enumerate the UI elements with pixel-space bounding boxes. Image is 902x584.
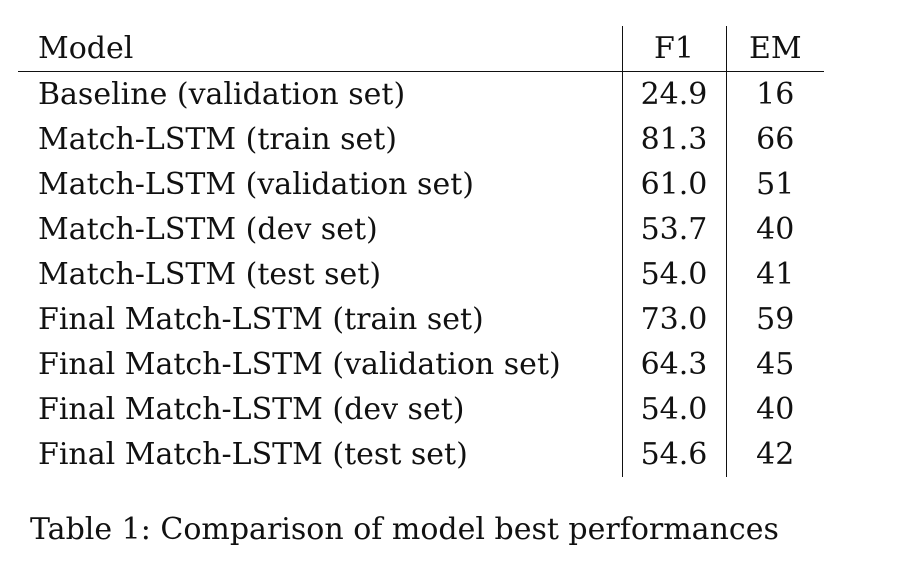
row-f1: 54.6: [621, 432, 726, 477]
row-em: 40: [725, 207, 824, 252]
table-header: Model F1 EM: [18, 26, 824, 72]
row-model: Match-LSTM (validation set): [38, 167, 474, 202]
row-model: Match-LSTM (test set): [38, 257, 382, 292]
row-em: 40: [725, 387, 824, 432]
table-row: Final Match-LSTM (test set) 54.6 42: [18, 432, 824, 477]
table-body: Baseline (validation set) 24.9 16 Match-…: [18, 71, 824, 477]
header-row: Model F1 EM: [18, 26, 824, 72]
table-row: Match-LSTM (dev set) 53.7 40: [18, 207, 824, 252]
row-em: 41: [725, 252, 824, 297]
row-model: Final Match-LSTM (test set): [38, 437, 468, 472]
table-row: Final Match-LSTM (train set) 73.0 59: [18, 297, 824, 342]
header-f1: F1: [621, 26, 726, 72]
row-em: 45: [725, 342, 824, 387]
row-model: Match-LSTM (train set): [38, 122, 398, 157]
table-row: Baseline (validation set) 24.9 16: [18, 71, 824, 117]
row-f1: 54.0: [621, 252, 726, 297]
row-f1: 61.0: [621, 162, 726, 207]
row-em: 42: [725, 432, 824, 477]
row-f1: 81.3: [621, 117, 726, 162]
row-model: Final Match-LSTM (dev set): [38, 392, 465, 427]
table-row: Match-LSTM (train set) 81.3 66: [18, 117, 824, 162]
row-em: 59: [725, 297, 824, 342]
row-model: Final Match-LSTM (train set): [38, 302, 484, 337]
row-f1: 53.7: [621, 207, 726, 252]
results-table: Model F1 EM Baseline (validation set) 24…: [18, 26, 824, 477]
table-row: Final Match-LSTM (dev set) 54.0 40: [18, 387, 824, 432]
row-model: Final Match-LSTM (validation set): [38, 347, 561, 382]
row-f1: 73.0: [621, 297, 726, 342]
table-row: Match-LSTM (validation set) 61.0 51: [18, 162, 824, 207]
row-em: 66: [725, 117, 824, 162]
header-model: Model: [18, 26, 622, 72]
row-f1: 54.0: [621, 387, 726, 432]
table-caption: Table 1: Comparison of model best perfor…: [30, 512, 779, 547]
header-em: EM: [725, 26, 824, 72]
table-row: Final Match-LSTM (validation set) 64.3 4…: [18, 342, 824, 387]
table-row: Match-LSTM (test set) 54.0 41: [18, 252, 824, 297]
row-em: 51: [725, 162, 824, 207]
results-table-container: Model F1 EM Baseline (validation set) 24…: [18, 26, 824, 477]
row-f1: 64.3: [621, 342, 726, 387]
row-model: Baseline (validation set): [38, 77, 406, 112]
row-model: Match-LSTM (dev set): [38, 212, 378, 247]
row-f1: 24.9: [621, 71, 726, 117]
row-em: 16: [725, 71, 824, 117]
